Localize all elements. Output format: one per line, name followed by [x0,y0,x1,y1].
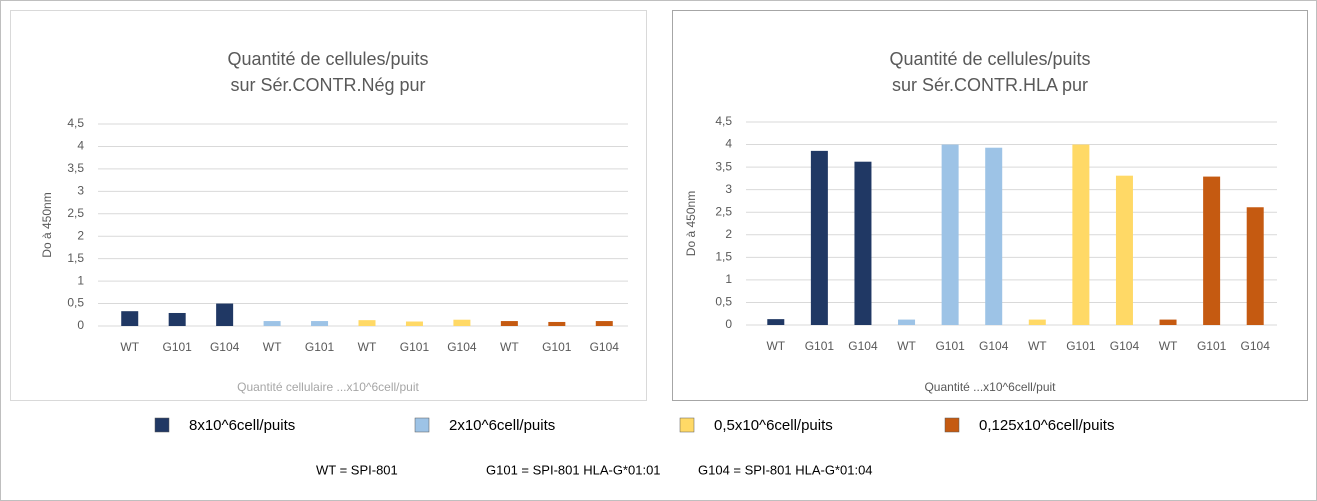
bar [985,147,1003,325]
bar [1159,319,1177,325]
bar [767,319,785,325]
chart-title: Quantité de cellules/puits [227,49,428,69]
y-tick-label: 4 [77,139,84,153]
x-tick-label: G101 [305,340,335,354]
x-tick-label: G101 [542,340,572,354]
x-tick-label: G104 [1241,339,1271,353]
y-axis-title: Do à 450nm [40,192,54,257]
y-tick-label: 1,5 [67,251,84,265]
y-tick-label: 4,5 [715,114,732,128]
x-tick-label: G104 [447,340,477,354]
legend-swatch [944,417,960,433]
x-tick-label: WT [263,340,282,354]
bar [358,320,376,326]
x-tick-label: G104 [979,339,1009,353]
x-tick-label: WT [500,340,519,354]
bar [548,321,566,326]
bar [168,312,186,326]
x-tick-label: G104 [1110,339,1140,353]
bar [941,144,959,325]
chart-title: sur Sér.CONTR.Nég pur [230,75,425,95]
legend-swatch [414,417,430,433]
y-tick-label: 1,5 [715,250,732,264]
y-tick-label: 0 [725,317,732,331]
bar [595,321,613,326]
x-tick-label: WT [358,340,377,354]
legend-label: 8x10^6cell/puits [189,417,295,434]
bar [1072,144,1090,325]
bar [263,321,281,326]
x-tick-label: G101 [163,340,193,354]
chart-title: Quantité de cellules/puits [889,49,1090,69]
y-tick-label: 3,5 [715,159,732,173]
bar [453,319,471,326]
x-tick-label: G101 [935,339,965,353]
x-tick-label: G104 [848,339,878,353]
x-tick-label: G101 [1197,339,1227,353]
x-axis-title: Quantité cellulaire ...x10^6cell/puit [237,380,419,394]
y-tick-label: 2 [725,227,732,241]
x-tick-label: G101 [1066,339,1096,353]
y-tick-label: 0,5 [715,295,732,309]
footnote: G104 = SPI-801 HLA-G*01:04 [698,462,873,477]
footnote: G101 = SPI-801 HLA-G*01:01 [486,462,661,477]
bar [1203,176,1221,325]
bar [216,303,234,326]
x-tick-label: G101 [400,340,430,354]
bar [1246,207,1264,325]
y-tick-label: 2 [77,228,84,242]
legend-label: 0,125x10^6cell/puits [979,417,1114,434]
bar [405,321,423,326]
bar [898,319,916,325]
y-tick-label: 0,5 [67,296,84,310]
y-tick-label: 4,5 [67,116,84,130]
x-tick-label: G101 [805,339,835,353]
y-tick-label: 3,5 [67,161,84,175]
chart-frame [10,10,647,401]
bar [500,321,518,326]
y-tick-label: 4 [725,137,732,151]
bar [1028,319,1046,325]
y-axis-title: Do à 450nm [684,191,698,256]
y-tick-label: 1 [725,272,732,286]
bar [311,321,329,326]
y-tick-label: 3 [725,182,732,196]
x-axis-title: Quantité ...x10^6cell/puit [924,380,1056,394]
legend-swatch [679,417,695,433]
bar [1115,175,1133,325]
footnote: WT = SPI-801 [316,462,398,477]
chart-title: sur Sér.CONTR.HLA pur [892,75,1088,95]
y-tick-label: 2,5 [67,206,84,220]
legend-swatch [154,417,170,433]
x-tick-label: WT [897,339,916,353]
x-tick-label: WT [1028,339,1047,353]
x-tick-label: G104 [590,340,620,354]
x-tick-label: WT [1159,339,1178,353]
x-tick-label: WT [766,339,785,353]
x-tick-label: G104 [210,340,240,354]
y-tick-label: 0 [77,318,84,332]
y-tick-label: 3 [77,184,84,198]
x-tick-label: WT [120,340,139,354]
bar [810,150,828,325]
legend-label: 0,5x10^6cell/puits [714,417,833,434]
legend-label: 2x10^6cell/puits [449,417,555,434]
y-tick-label: 2,5 [715,204,732,218]
bar [121,311,139,326]
bar [854,161,872,325]
y-tick-label: 1 [77,273,84,287]
